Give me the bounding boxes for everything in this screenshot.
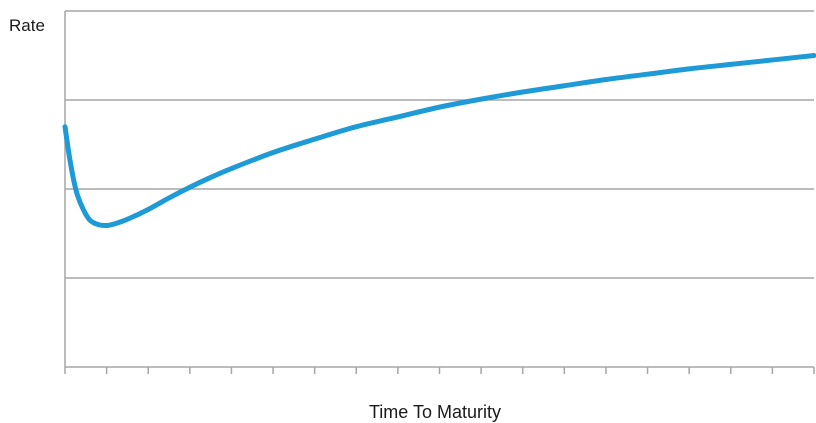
series-line-1 (62, 53, 816, 229)
x-axis-ticks (64, 367, 815, 374)
series-layer (62, 53, 816, 229)
gridlines (65, 10, 814, 279)
x-axis-label: Time To Maturity (369, 402, 501, 422)
y-axis-label: Rate (9, 16, 45, 35)
